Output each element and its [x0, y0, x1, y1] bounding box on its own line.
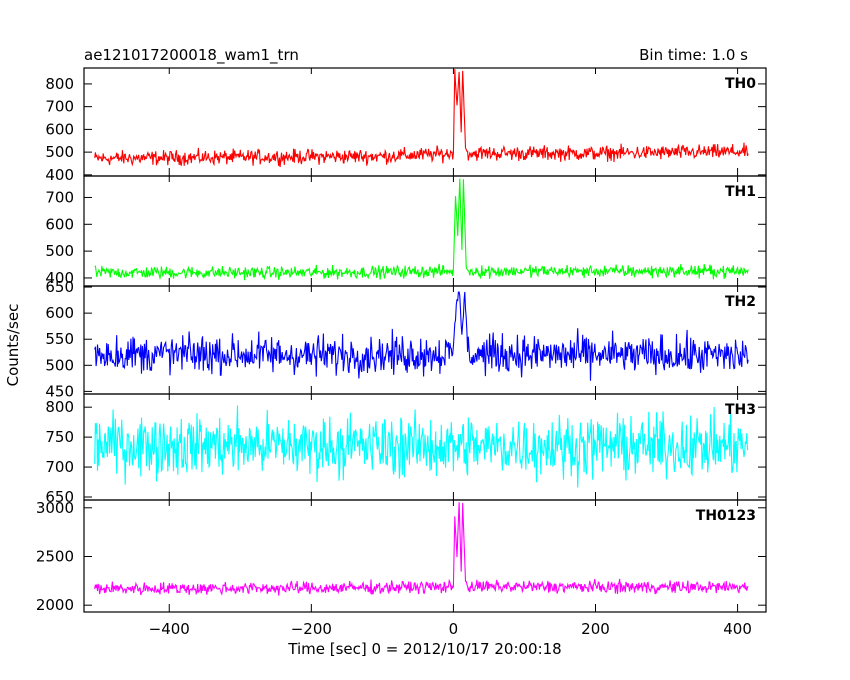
- series-line-th1: [94, 178, 749, 281]
- x-tick-label: −400: [149, 620, 190, 638]
- y-tick-label-th0123: 2000: [36, 596, 74, 614]
- y-tick-label-th1: 600: [45, 215, 74, 233]
- panel-frame-th0: [83, 67, 767, 177]
- x-axis-label: Time [sec] 0 = 2012/10/17 20:00:18: [287, 640, 561, 658]
- x-tick-label: −200: [291, 620, 332, 638]
- y-tick-label-th2: 500: [45, 356, 74, 374]
- y-tick-label-th2: 450: [45, 382, 74, 400]
- y-tick-label-th0: 800: [45, 75, 74, 93]
- series-line-th2: [94, 291, 749, 381]
- series-line-th3: [94, 405, 749, 488]
- y-tick-label-th1: 400: [45, 269, 74, 287]
- y-tick-label-th1: 500: [45, 242, 74, 260]
- y-tick-label-th0: 700: [45, 98, 74, 116]
- y-tick-label-th0: 400: [45, 166, 74, 184]
- series-line-th0: [94, 69, 749, 168]
- y-tick-label-th3: 650: [45, 488, 74, 506]
- bin-time-label: Bin time: 1.0 s: [639, 46, 748, 64]
- x-tick-label: 200: [581, 620, 610, 638]
- panel-frame-th2: [83, 285, 767, 395]
- series-line-th0123: [94, 502, 749, 596]
- traces-layer: [94, 69, 749, 596]
- x-tick-label: 0: [449, 620, 459, 638]
- y-tick-label-th3: 800: [45, 398, 74, 416]
- y-tick-label-th0: 600: [45, 120, 74, 138]
- y-tick-label-th3: 750: [45, 428, 74, 446]
- panel-label-th1: TH1: [725, 184, 756, 200]
- chart-title: ae121017200018_wam1_trn: [84, 46, 299, 65]
- x-tick-label: 400: [723, 620, 752, 638]
- y-tick-label-th2: 600: [45, 304, 74, 322]
- y-tick-label-th2: 550: [45, 330, 74, 348]
- panel-label-th0123: TH0123: [696, 508, 756, 524]
- y-tick-label-th0123: 2500: [36, 547, 74, 565]
- panel-label-th3: TH3: [725, 402, 756, 418]
- y-axis-label: Counts/sec: [4, 304, 22, 387]
- panel-label-th0: TH0: [725, 76, 756, 92]
- y-tick-label-th2: 650: [45, 278, 74, 296]
- panel-label-th2: TH2: [725, 294, 756, 310]
- panel-frame-th0123: [83, 499, 767, 613]
- y-tick-label-th1: 700: [45, 188, 74, 206]
- ticks-layer: 400 500 600 700 800 400 500 600 700 450 500 550 600 6…: [36, 68, 766, 638]
- y-tick-label-th0123: 3000: [36, 499, 74, 517]
- y-tick-label-th0: 500: [45, 143, 74, 161]
- y-tick-label-th3: 700: [45, 458, 74, 476]
